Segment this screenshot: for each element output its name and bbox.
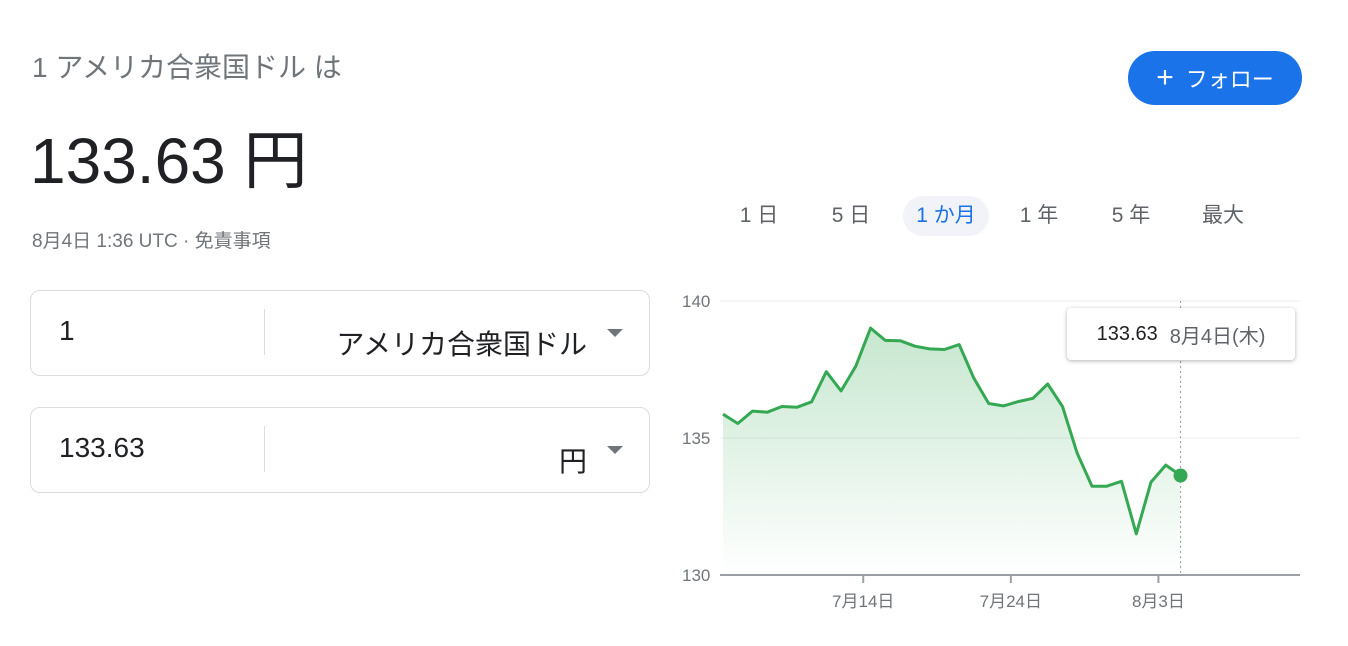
tab-5-day[interactable]: 5 日 xyxy=(831,204,871,227)
converted-rate: 133.63 円 xyxy=(30,125,308,197)
y-tick-label: 135 xyxy=(682,429,710,448)
current-point-marker xyxy=(1173,468,1188,483)
disclaimer-link[interactable]: 免責事項 xyxy=(194,231,271,252)
x-tick-label: 7月14日 xyxy=(832,592,894,611)
from-currency-select[interactable]: アメリカ合衆国ドル xyxy=(336,329,587,360)
tab-1-year[interactable]: 1 年 xyxy=(1019,204,1059,227)
timestamp: 8月4日 1:36 UTC xyxy=(32,231,178,252)
follow-label: フォロー xyxy=(1185,67,1274,92)
tab-1-day[interactable]: 1 日 xyxy=(739,204,779,227)
plus-icon: + xyxy=(1156,61,1174,94)
x-tick-label: 8月3日 xyxy=(1132,592,1185,611)
to-currency-row: 133.63 円 xyxy=(30,407,650,493)
y-tick-label: 140 xyxy=(682,292,710,311)
timestamp-line: 8月4日 1:36 UTC · 免責事項 xyxy=(32,226,271,253)
tooltip-date: 8月4日(木) xyxy=(1169,325,1266,348)
exchange-rate-chart[interactable]: 130 135 140 7月14日 7月24日 8月3日 xyxy=(680,290,1320,620)
divider xyxy=(264,309,265,355)
to-currency-select[interactable]: 円 xyxy=(558,446,587,477)
chart-tooltip: 133.63 8月4日(木) xyxy=(1067,308,1295,360)
divider xyxy=(264,426,265,472)
chart-line xyxy=(722,326,1182,536)
tab-1-month[interactable]: 1 か月 xyxy=(903,196,989,236)
chart-area-fill xyxy=(723,328,1181,575)
y-tick-label: 130 xyxy=(682,566,710,585)
tab-5-year[interactable]: 5 年 xyxy=(1111,204,1151,227)
separator: · xyxy=(183,231,190,252)
from-currency-row: 1 アメリカ合衆国ドル xyxy=(30,290,650,376)
follow-button[interactable]: + フォロー xyxy=(1128,51,1302,105)
dropdown-arrow-icon[interactable] xyxy=(607,446,623,454)
dropdown-arrow-icon[interactable] xyxy=(607,329,623,337)
from-amount-input[interactable]: 1 xyxy=(59,315,75,346)
tooltip-value: 133.63 xyxy=(1096,322,1158,345)
conversion-subtitle: 1 アメリカ合衆国ドル は xyxy=(32,52,342,83)
tab-max[interactable]: 最大 xyxy=(1202,204,1244,227)
to-amount-input[interactable]: 133.63 xyxy=(59,432,145,463)
x-tick-label: 7月24日 xyxy=(980,592,1042,611)
